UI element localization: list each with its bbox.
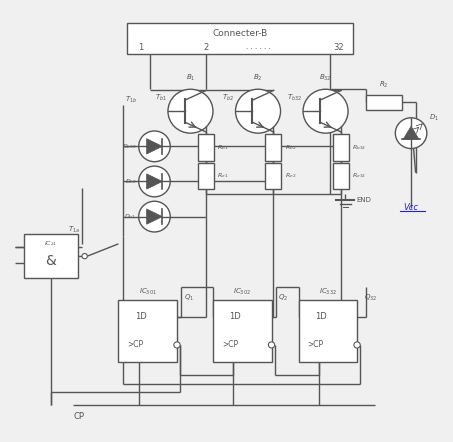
Text: $D_1$: $D_1$ [429,113,439,123]
Polygon shape [147,174,162,189]
Polygon shape [403,126,419,139]
Text: 1: 1 [138,43,144,52]
Text: $B_{32}$: $B_{32}$ [319,72,332,83]
Text: $T_{b2}$: $T_{b2}$ [222,93,234,103]
Circle shape [139,201,170,232]
Text: $R_{b1}$: $R_{b1}$ [217,143,229,152]
Text: $T_{1a}$: $T_{1a}$ [68,225,80,235]
Circle shape [354,342,360,348]
Text: $R_2$: $R_2$ [379,80,389,90]
Polygon shape [147,139,162,154]
Circle shape [236,89,280,133]
Circle shape [139,131,170,162]
Text: Connecter-B: Connecter-B [212,29,268,38]
Text: $Q_{32}$: $Q_{32}$ [364,293,377,303]
Text: $T_{b1}$: $T_{b1}$ [154,93,167,103]
Bar [265,163,281,189]
Bar [198,163,214,189]
Text: >CP: >CP [222,340,238,350]
Text: $B_2$: $B_2$ [253,72,263,83]
Bar [299,300,357,362]
Text: $Q_1$: $Q_1$ [184,293,194,303]
Circle shape [82,254,87,259]
Text: 1D: 1D [135,312,147,321]
Text: $IC_{332}$: $IC_{332}$ [319,286,337,297]
Bar [198,134,214,160]
Text: $R_{e32}$: $R_{e32}$ [352,171,366,180]
Circle shape [268,342,275,348]
Circle shape [139,166,170,197]
Text: $IC_{21}$: $IC_{21}$ [44,240,58,248]
Text: $D_{b1}$: $D_{b1}$ [125,212,136,221]
Text: 1D: 1D [315,312,327,321]
Text: END: END [357,197,371,203]
Text: $D_{b32}$: $D_{b32}$ [122,142,136,151]
Text: $R_{e1}$: $R_{e1}$ [217,171,228,180]
Bar [118,300,177,362]
Text: $Q_2$: $Q_2$ [278,293,289,303]
Bar [265,134,281,160]
Text: $T_{b32}$: $T_{b32}$ [287,93,302,103]
Text: 2: 2 [203,43,209,52]
Text: &: & [46,255,56,268]
Text: . . . . . .: . . . . . . [246,44,270,50]
Text: >CP: >CP [127,340,143,350]
Polygon shape [147,209,162,224]
Text: $R_{b32}$: $R_{b32}$ [352,143,366,152]
Text: $IC_{302}$: $IC_{302}$ [233,286,251,297]
Bar [24,234,78,278]
Text: $T_{1b}$: $T_{1b}$ [125,95,137,105]
Text: Vcc: Vcc [404,203,419,213]
Text: $B_1$: $B_1$ [186,72,195,83]
Text: $D_{b2}$: $D_{b2}$ [125,177,136,186]
Bar [213,300,271,362]
Bar [127,23,352,54]
Bar [366,95,402,110]
Text: 1D: 1D [229,312,241,321]
Circle shape [303,89,348,133]
Bar [333,163,349,189]
Text: 32: 32 [334,43,344,52]
Circle shape [395,118,427,149]
Text: >CP: >CP [307,340,323,350]
Text: $R_{e2}$: $R_{e2}$ [284,171,296,180]
Text: $R_{b2}$: $R_{b2}$ [284,143,296,152]
Text: CP: CP [73,412,84,421]
Bar [333,134,349,160]
Circle shape [174,342,180,348]
Text: $IC_{301}$: $IC_{301}$ [139,286,157,297]
Circle shape [168,89,213,133]
